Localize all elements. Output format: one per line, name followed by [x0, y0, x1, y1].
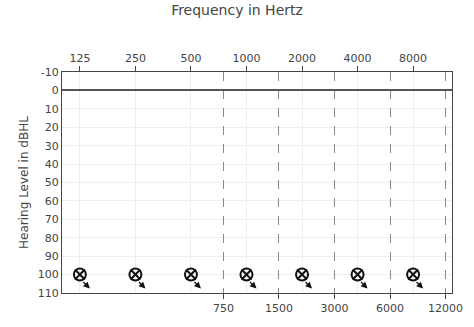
svg-text:20: 20 [45, 121, 59, 134]
svg-text:750: 750 [213, 302, 234, 315]
svg-text:Hearing Level in dBHL: Hearing Level in dBHL [17, 116, 31, 249]
svg-text:3000: 3000 [321, 302, 349, 315]
svg-text:50: 50 [45, 176, 59, 189]
svg-text:60: 60 [45, 195, 59, 208]
svg-text:80: 80 [45, 232, 59, 245]
svg-text:1500: 1500 [265, 302, 293, 315]
svg-text:0: 0 [52, 84, 59, 97]
svg-text:100: 100 [38, 268, 59, 281]
svg-text:500: 500 [180, 52, 201, 65]
svg-text:2000: 2000 [288, 52, 316, 65]
svg-text:Frequency in Hertz: Frequency in Hertz [171, 2, 303, 18]
svg-text:125: 125 [69, 52, 90, 65]
svg-text:12000: 12000 [428, 302, 463, 315]
svg-text:4000: 4000 [344, 52, 372, 65]
svg-text:8000: 8000 [399, 52, 427, 65]
svg-text:110: 110 [38, 287, 59, 300]
svg-text:10: 10 [45, 103, 59, 116]
svg-text:250: 250 [125, 52, 146, 65]
svg-text:40: 40 [45, 158, 59, 171]
svg-text:90: 90 [45, 250, 59, 263]
svg-text:70: 70 [45, 213, 59, 226]
svg-text:6000: 6000 [376, 302, 404, 315]
svg-text:30: 30 [45, 140, 59, 153]
svg-text:1000: 1000 [232, 52, 260, 65]
svg-text:-10: -10 [41, 66, 59, 79]
